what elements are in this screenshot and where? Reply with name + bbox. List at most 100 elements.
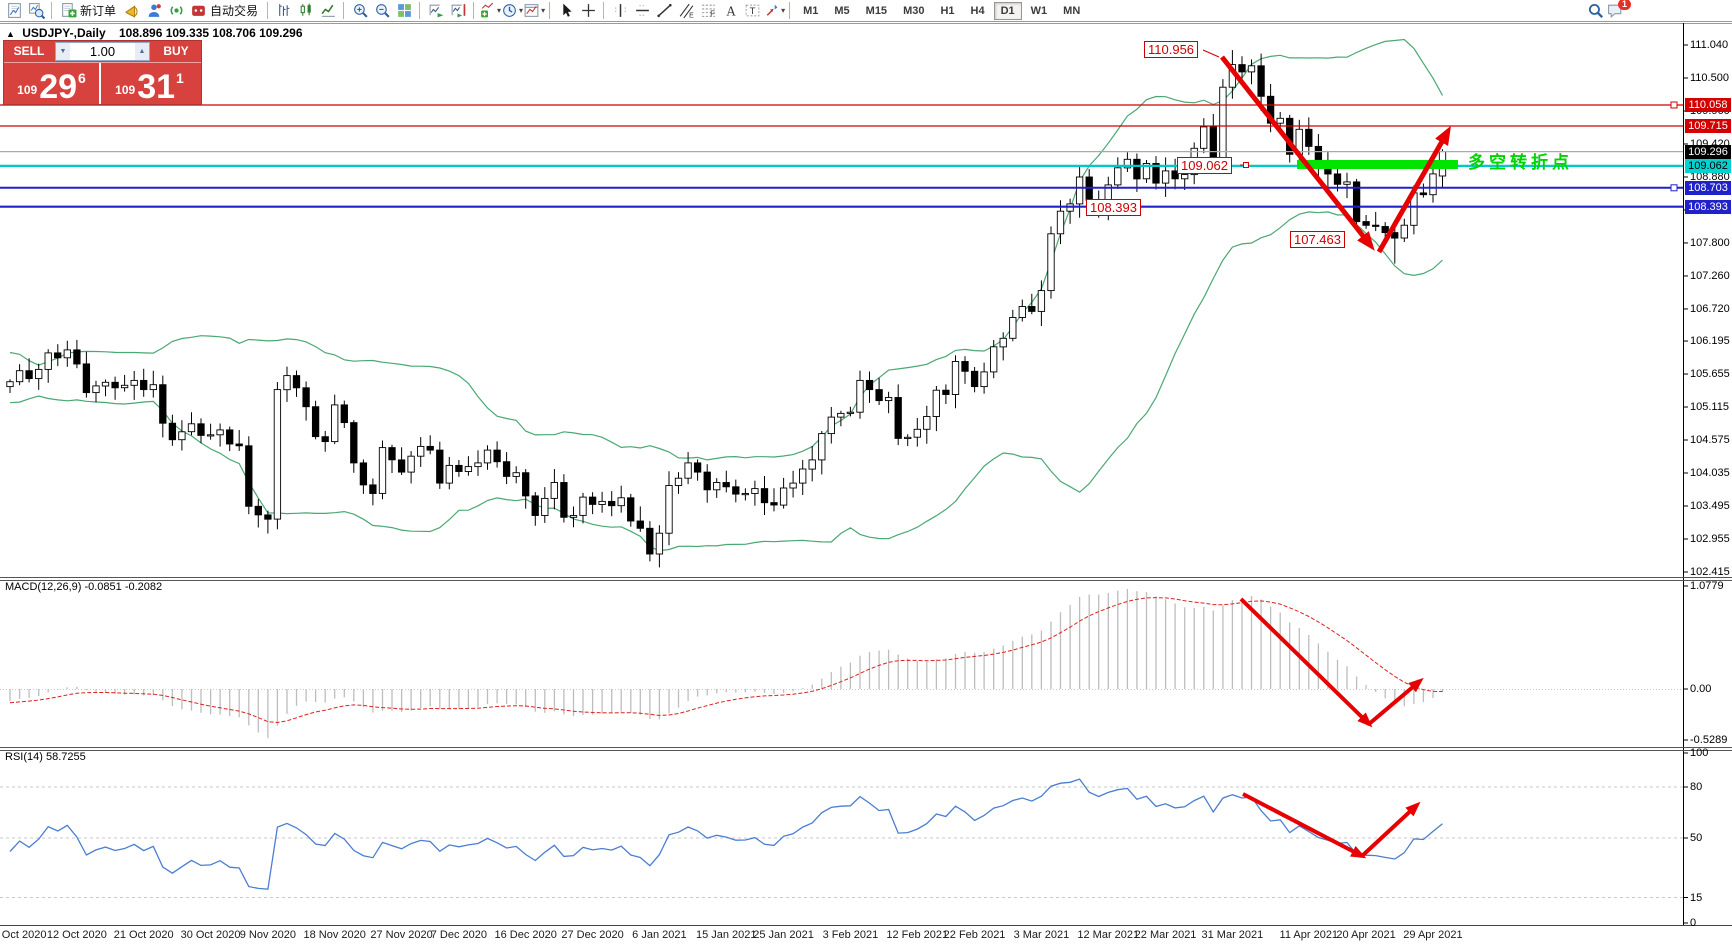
one-click-trade-panel: SELL ▼ 1.00 ▲ BUY 109 29 6 109 31 1 (3, 40, 202, 105)
notification-count-badge: 1 (1617, 0, 1631, 10)
rsi-axis-label: 80 (1690, 781, 1703, 793)
timeframe-M30[interactable]: M30 (903, 4, 925, 17)
turning-point-note[interactable]: 多空转折点 (1468, 153, 1573, 172)
timeframe-W1[interactable]: W1 (1030, 4, 1048, 17)
broadcast-button[interactable] (165, 1, 187, 21)
timeframe-D1[interactable]: D1 (993, 1, 1022, 20)
date-axis-label[interactable]: 27 Nov 2020 (370, 929, 433, 941)
macd-axis-label: 1.0779 (1690, 580, 1724, 592)
timeframe-M5[interactable]: M5 (834, 4, 850, 17)
zoom-in-button[interactable] (349, 1, 371, 21)
date-axis-label[interactable]: 22 Feb 2021 (943, 929, 1006, 941)
date-axis-label[interactable]: 20 Apr 2021 (1336, 929, 1396, 941)
date-axis-label[interactable]: 25 Jan 2021 (753, 929, 814, 941)
signals-button[interactable] (143, 1, 165, 21)
date-axis-label[interactable]: 12 Feb 2021 (886, 929, 949, 941)
chart-shift-icon (450, 2, 467, 19)
chart-shift-button[interactable] (447, 1, 469, 21)
date-axis-label[interactable]: 6 Jan 2021 (632, 929, 687, 941)
date-axis-label[interactable]: 15 Jan 2021 (695, 929, 757, 941)
trendline-icon (656, 2, 673, 19)
fibonacci-button[interactable]: F (697, 1, 719, 21)
signals-icon (146, 2, 163, 19)
collapse-icon[interactable]: ▲ (6, 29, 15, 39)
bar-chart-button[interactable] (273, 1, 295, 21)
price-annotation[interactable]: 107.463 (1290, 231, 1345, 248)
periods-icon (501, 2, 518, 19)
date-axis-label[interactable]: 3 Mar 2021 (1013, 929, 1070, 941)
date-axis-label[interactable]: 22 Mar 2021 (1134, 929, 1197, 941)
volume-up-button[interactable]: ▲ (135, 43, 149, 60)
price-axis-tick: 102.415 (1690, 565, 1730, 578)
timeframe-M1[interactable]: M1 (803, 4, 819, 17)
text-icon: A (722, 2, 739, 19)
chart-window[interactable]: ▲ USDJPY-,Daily 108.896 109.335 108.706 … (0, 23, 1732, 944)
chevron-down-icon: ▾ (519, 6, 524, 15)
search-button[interactable] (1585, 1, 1607, 21)
price-annotation[interactable]: 109.062 (1177, 157, 1232, 174)
channel-button[interactable]: E (675, 1, 697, 21)
timeframe-M15[interactable]: M15 (865, 4, 888, 17)
tile-windows-button[interactable] (393, 1, 415, 21)
label-button[interactable]: T (741, 1, 763, 21)
buy-price[interactable]: 109 31 1 (101, 63, 198, 104)
periods-button[interactable]: ▾ (501, 1, 523, 21)
candlestick-icon (298, 2, 315, 19)
auto-scroll-button[interactable] (425, 1, 447, 21)
price-axis-tick: 110.500 (1690, 71, 1729, 84)
price-line-badge: 108.393 (1685, 199, 1731, 214)
zoom-in-icon (352, 2, 369, 19)
vertical-line-button[interactable] (609, 1, 631, 21)
date-axis-label[interactable]: 21 Oct 2020 (113, 929, 174, 941)
sell-price[interactable]: 109 29 6 (4, 63, 101, 104)
arrows-button[interactable]: ▾ (763, 1, 785, 21)
toolbar-separator (343, 2, 346, 19)
price-annotation[interactable]: 108.393 (1086, 199, 1141, 216)
indicators-button[interactable]: ▾ (479, 1, 501, 21)
profiles-button[interactable] (25, 1, 47, 21)
sell-button[interactable]: SELL (13, 44, 45, 58)
price-annotation[interactable]: 110.956 (1144, 41, 1199, 58)
candlestick-button[interactable] (295, 1, 317, 21)
price-axis-tick: 111.040 (1690, 39, 1729, 51)
timeframe-H4[interactable]: H4 (970, 4, 985, 17)
date-axis-label[interactable]: 11 Apr 2021 (1279, 929, 1339, 941)
volume-input[interactable]: 1.00 (89, 44, 116, 59)
crosshair-button[interactable] (577, 1, 599, 21)
date-axis-label[interactable]: 12 Mar 2021 (1077, 929, 1140, 941)
horizontal-line-button[interactable] (631, 1, 653, 21)
cursor-button[interactable] (555, 1, 577, 21)
trendline-button[interactable] (653, 1, 675, 21)
date-axis-label[interactable]: 16 Dec 2020 (494, 929, 557, 941)
rsi-line (9, 778, 1443, 890)
rsi-axis-label: 15 (1690, 891, 1703, 904)
date-axis-label[interactable]: 3 Feb 2021 (822, 929, 879, 941)
new-chart-button[interactable] (3, 1, 25, 21)
date-axis-label[interactable]: 29 Apr 2021 (1403, 929, 1463, 941)
price-axis-tick: 108.880 (1690, 170, 1730, 183)
text-button[interactable]: A (719, 1, 741, 21)
market-button[interactable] (121, 1, 143, 21)
new-order-button[interactable] (57, 1, 79, 21)
date-axis-label[interactable]: 7 Dec 2020 (430, 929, 487, 941)
date-axis-label[interactable]: 18 Nov 2020 (303, 929, 366, 941)
new-chart-icon (6, 2, 23, 19)
date-axis-label[interactable]: 2 Oct 2020 (0, 929, 47, 941)
date-axis-label[interactable]: 12 Oct 2020 (46, 929, 107, 941)
templates-button[interactable]: ▾ (523, 1, 545, 21)
timeframe-MN[interactable]: MN (1063, 4, 1081, 17)
line-chart-button[interactable] (317, 1, 339, 21)
notifications-button[interactable]: 1 (1607, 0, 1637, 21)
toolbar-separator (789, 2, 792, 19)
zoom-out-button[interactable] (371, 1, 393, 21)
price-axis-tick: 105.655 (1690, 368, 1730, 381)
date-axis-label[interactable]: 27 Dec 2020 (561, 929, 624, 941)
autotrading-button[interactable] (187, 1, 209, 21)
date-axis-label[interactable]: 31 Mar 2021 (1201, 929, 1264, 941)
toolbar-separator (419, 2, 422, 19)
volume-down-button[interactable]: ▼ (56, 43, 70, 60)
timeframe-H1[interactable]: H1 (940, 4, 955, 17)
buy-button[interactable]: BUY (163, 44, 189, 58)
date-axis-label[interactable]: 9 Nov 2020 (239, 929, 296, 941)
date-axis-label[interactable]: 30 Oct 2020 (180, 929, 241, 941)
